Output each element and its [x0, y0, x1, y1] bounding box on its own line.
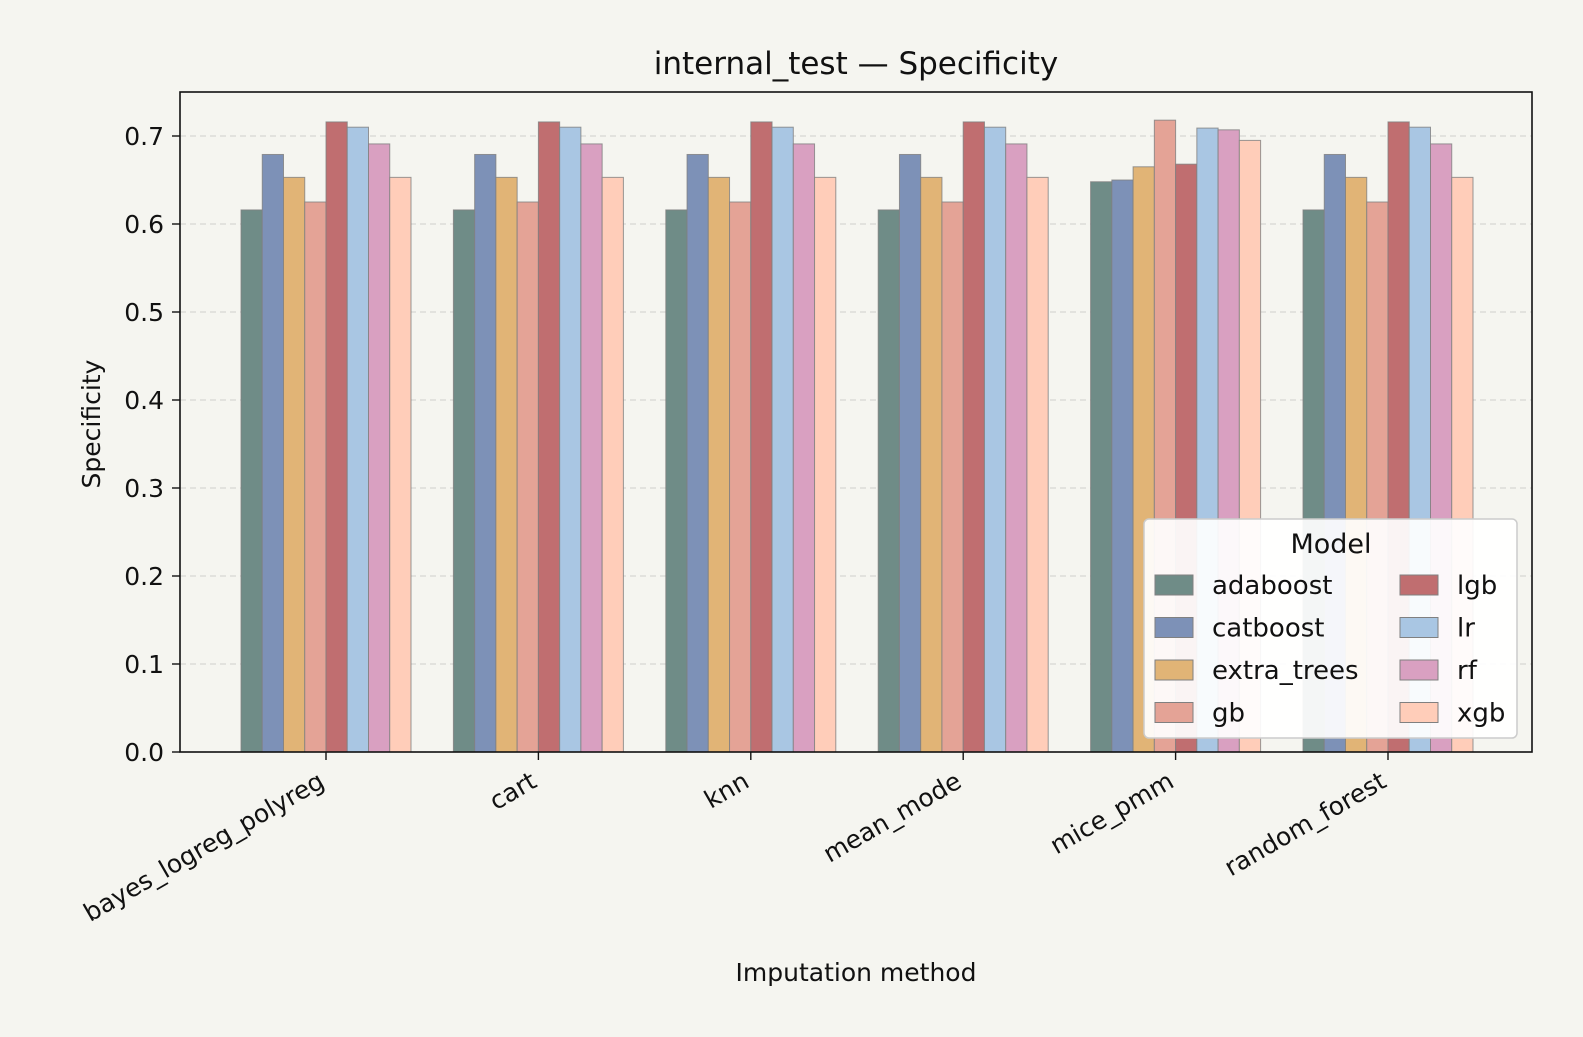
bar-xgb-mean_mode	[1026, 176, 1049, 753]
bar-rf-bayes_logreg_polyreg	[368, 143, 391, 753]
y-tick-label: 0.0	[124, 738, 164, 767]
bar-xgb-cart	[601, 176, 624, 753]
bar-catboost-mice_pmm	[1111, 179, 1134, 753]
y-tick-label: 0.4	[124, 386, 164, 415]
legend-label-extra_trees: extra_trees	[1212, 656, 1359, 686]
legend-label-lr: lr	[1457, 614, 1475, 644]
x-axis-label: Imputation method	[736, 958, 977, 987]
legend-title: Model	[1290, 529, 1371, 560]
bar-lr-mean_mode	[983, 126, 1007, 753]
bar-gb-cart	[516, 201, 539, 753]
bar-adaboost-mice_pmm	[1090, 181, 1113, 753]
legend-swatch-adaboost	[1154, 574, 1194, 596]
y-axis-label: Specificity	[77, 359, 106, 488]
legend-label-gb: gb	[1212, 699, 1245, 729]
legend-label-catboost: catboost	[1212, 614, 1324, 644]
bar-gb-bayes_logreg_polyreg	[304, 201, 327, 753]
bar-catboost-bayes_logreg_polyreg	[261, 153, 284, 753]
plot-frame	[179, 91, 1533, 753]
legend-swatch-lgb	[1399, 574, 1439, 596]
bar-catboost-cart	[474, 153, 497, 753]
y-tick-label: 0.1	[124, 650, 164, 679]
bar-extra_trees-bayes_logreg_polyreg	[283, 176, 306, 753]
legend-box	[1143, 518, 1518, 739]
chart-title: internal_test — Specificity	[654, 46, 1058, 82]
bar-lr-cart	[559, 126, 582, 753]
bar-adaboost-mean_mode	[877, 209, 900, 753]
bar-gb-knn	[729, 201, 752, 753]
bars	[240, 119, 1474, 753]
y-tick-label: 0.5	[124, 298, 164, 327]
legend-swatch-catboost	[1154, 617, 1194, 638]
bar-lr-bayes_logreg_polyreg	[346, 126, 369, 753]
legend-swatch-rf	[1399, 659, 1439, 681]
bar-rf-mean_mode	[1005, 143, 1028, 753]
bar-xgb-knn	[814, 176, 837, 753]
bar-extra_trees-cart	[495, 176, 518, 753]
bar-adaboost-cart	[452, 209, 476, 753]
bar-lgb-bayes_logreg_polyreg	[325, 121, 348, 753]
bar-xgb-bayes_logreg_polyreg	[389, 176, 412, 753]
y-tick-label: 0.6	[124, 210, 164, 239]
bar-catboost-knn	[686, 153, 709, 753]
legend-label-adaboost: adaboost	[1212, 571, 1332, 601]
legend-label-xgb: xgb	[1457, 699, 1505, 729]
y-tick-label: 0.2	[124, 562, 164, 591]
bar-rf-knn	[792, 143, 816, 753]
bar-extra_trees-knn	[707, 176, 731, 753]
bar-adaboost-knn	[665, 209, 688, 753]
bar-lr-knn	[771, 126, 794, 753]
legend-swatch-lr	[1399, 617, 1439, 638]
bar-rf-cart	[580, 143, 603, 753]
legend-swatch-gb	[1154, 702, 1194, 723]
y-tick-label: 0.3	[124, 474, 164, 503]
bar-lgb-mean_mode	[962, 121, 985, 753]
legend-label-rf: rf	[1457, 656, 1478, 686]
y-axis: 0.0 0.1 0.2 0.3 0.4 0.5 0.6 0.7	[124, 122, 180, 767]
legend-swatch-xgb	[1399, 702, 1439, 723]
bar-lgb-knn	[750, 121, 773, 753]
y-tick-label: 0.7	[124, 122, 164, 151]
bar-catboost-mean_mode	[898, 153, 922, 753]
bar-gb-mean_mode	[941, 201, 964, 753]
bar-lgb-cart	[537, 121, 561, 753]
bar-adaboost-bayes_logreg_polyreg	[240, 209, 263, 753]
bar-extra_trees-mean_mode	[920, 176, 943, 753]
legend-swatch-extra_trees	[1154, 659, 1194, 681]
legend-label-lgb: lgb	[1457, 571, 1497, 601]
